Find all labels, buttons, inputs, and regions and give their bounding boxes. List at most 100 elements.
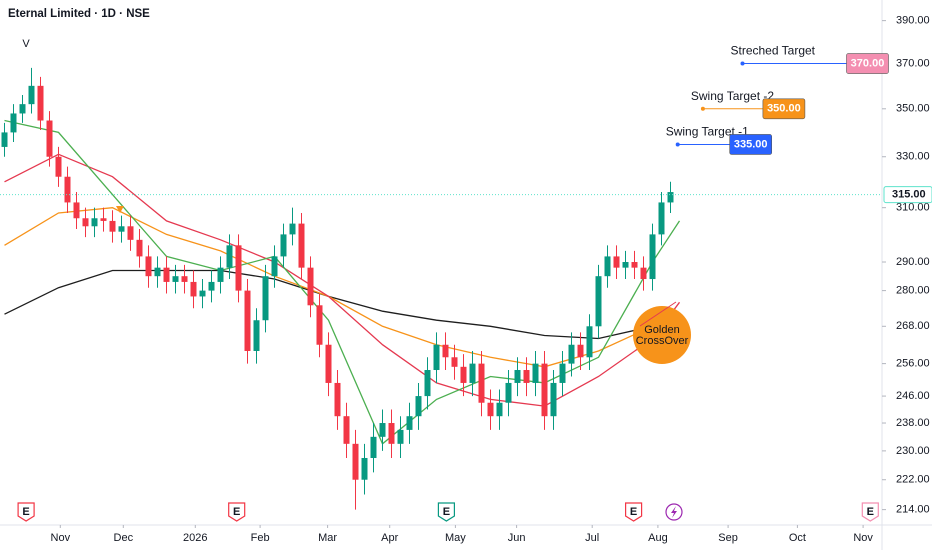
candle-body: [640, 267, 647, 280]
candle: [424, 357, 431, 410]
candle-body: [460, 366, 467, 383]
candle-body: [244, 290, 251, 351]
candle: [523, 357, 530, 397]
y-tick-label: 350.00: [896, 103, 930, 115]
candle-body: [145, 256, 152, 277]
candle-body: [316, 305, 323, 345]
target-value-label: 370.00: [851, 57, 885, 69]
candle: [109, 210, 116, 243]
candle-body: [433, 344, 440, 371]
earnings-label: E: [443, 506, 450, 518]
candle-body: [280, 234, 287, 257]
candle-body: [154, 267, 161, 277]
candle-body: [10, 113, 17, 133]
x-tick-label: Aug: [648, 532, 668, 544]
candle-body: [424, 370, 431, 397]
earnings-label: E: [22, 506, 29, 518]
candle-body: [442, 344, 449, 358]
y-tick-label: 310.00: [896, 202, 930, 214]
candle: [604, 245, 611, 288]
candle-body: [19, 104, 26, 114]
candle-body: [1, 132, 8, 147]
candle: [496, 389, 503, 430]
candle-body: [307, 267, 314, 306]
candle-body: [550, 382, 557, 417]
candle-body: [64, 176, 71, 203]
candle: [244, 279, 251, 364]
candle: [208, 270, 215, 303]
candle: [649, 223, 656, 291]
candle: [145, 245, 152, 288]
x-tick-label: Nov: [51, 532, 71, 544]
candle: [370, 423, 377, 473]
y-tick-label: 246.00: [896, 390, 930, 402]
candle: [280, 223, 287, 268]
candle-body: [622, 262, 629, 268]
candle-body: [217, 267, 224, 282]
candle: [514, 357, 521, 397]
candle-body: [289, 223, 296, 235]
candle-body: [604, 256, 611, 277]
candle: [352, 429, 359, 510]
candle: [622, 250, 629, 280]
dividend-icon: [665, 503, 683, 521]
candle: [10, 104, 17, 143]
candle: [190, 270, 197, 309]
candle-body: [388, 423, 395, 444]
candle: [55, 146, 62, 187]
candle-body: [181, 276, 188, 282]
candle: [163, 256, 170, 294]
candle: [253, 308, 260, 364]
candle: [325, 332, 332, 397]
candle-body: [577, 344, 584, 358]
candle: [91, 207, 98, 238]
candle: [541, 350, 548, 430]
earnings-marker: [437, 502, 455, 522]
candle-body: [559, 363, 566, 383]
candle-body: [568, 344, 575, 364]
y-tick-label: 222.00: [896, 474, 930, 486]
candle-body: [631, 262, 638, 268]
earnings-marker: [861, 502, 879, 522]
earnings-marker: [228, 502, 246, 522]
candle-body: [586, 326, 593, 358]
x-tick-label: Jun: [508, 532, 526, 544]
candle: [586, 314, 593, 371]
candle-body: [100, 218, 107, 221]
candle: [388, 409, 395, 458]
candle: [361, 443, 368, 495]
candle: [217, 256, 224, 294]
candle-body: [370, 436, 377, 458]
x-tick-label: Apr: [381, 532, 398, 544]
candle-body: [199, 290, 206, 297]
earnings-marker: [625, 502, 643, 522]
y-tick-label: 268.00: [896, 320, 930, 332]
candle: [478, 350, 485, 417]
candle-body: [127, 226, 134, 240]
candle: [271, 245, 278, 288]
earnings-label: E: [630, 506, 637, 518]
candle: [73, 192, 80, 229]
candle-body: [415, 396, 422, 417]
candle: [172, 264, 179, 294]
candle: [334, 370, 341, 430]
candle: [289, 207, 296, 246]
candle-body: [451, 357, 458, 367]
candle-body: [523, 370, 530, 383]
candle: [397, 416, 404, 458]
x-tick-label: Dec: [114, 532, 134, 544]
candle: [658, 192, 665, 246]
y-tick-label: 330.00: [896, 151, 930, 163]
y-tick-label: 256.00: [896, 358, 930, 370]
candle: [595, 264, 602, 339]
candle-body: [658, 202, 665, 235]
candle: [406, 402, 413, 444]
candle-body: [190, 281, 197, 297]
candle-body: [541, 363, 548, 417]
candle-body: [262, 276, 269, 321]
x-tick-label: 2026: [183, 532, 207, 544]
candle: [451, 344, 458, 380]
candle: [118, 215, 125, 243]
target-value-label: 335.00: [734, 138, 768, 150]
